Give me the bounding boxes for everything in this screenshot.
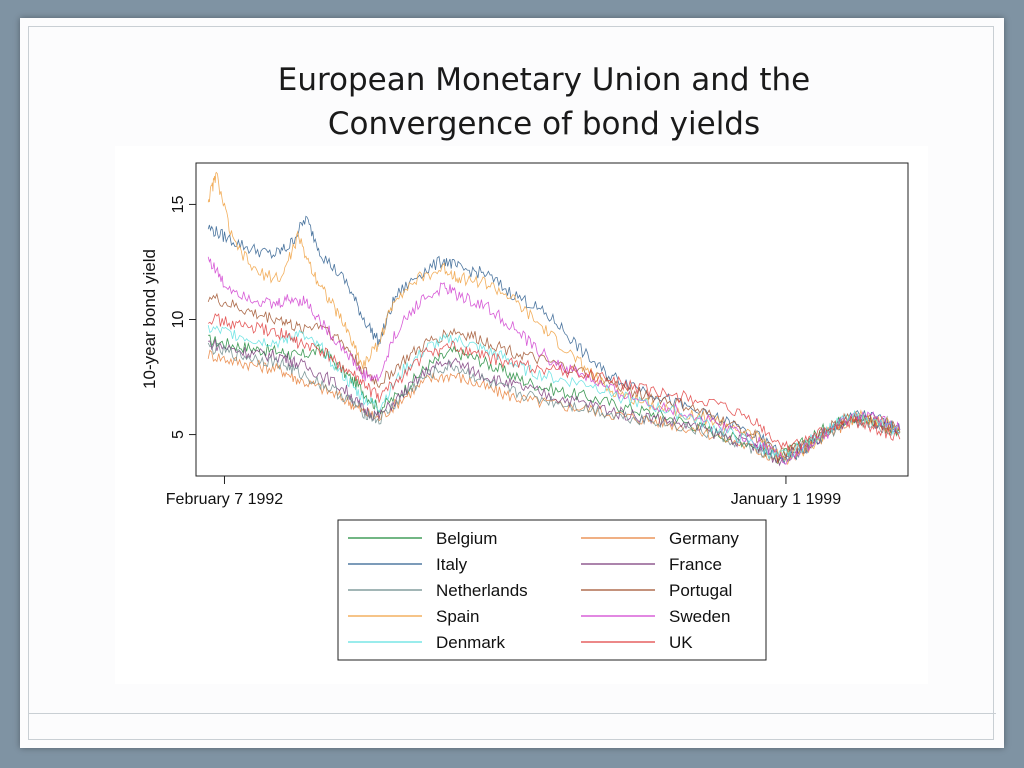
legend-label-portugal: Portugal xyxy=(669,581,732,600)
legend-label-france: France xyxy=(669,555,722,574)
x-tick-label: February 7 1992 xyxy=(166,491,284,508)
y-tick-label: 5 xyxy=(170,430,187,439)
plot-frame xyxy=(195,162,909,477)
legend-label-netherlands: Netherlands xyxy=(436,581,528,600)
slide-title-line-2: Convergence of bond yields xyxy=(327,106,761,142)
chart-figure: 5 10 15 February 7 1992 January 1 1999 10-ye… xyxy=(115,146,928,684)
slide-title: European Monetary Union and the Converge… xyxy=(220,58,868,146)
slide-border xyxy=(28,26,994,740)
legend-label-italy: Italy xyxy=(436,555,468,574)
legend: Belgium Germany Italy France Netherlands Port… xyxy=(337,519,767,661)
legend-label-belgium: Belgium xyxy=(436,529,497,548)
slide-title-line-1: European Monetary Union and the xyxy=(277,62,811,98)
series-layer xyxy=(207,171,901,467)
slide: European Monetary Union and the Converge… xyxy=(20,18,1004,748)
bond-yield-chart: 5 10 15 February 7 1992 January 1 1999 10-ye… xyxy=(140,162,909,661)
series-line-uk xyxy=(207,313,901,451)
y-axis-label: 10-year bond yield xyxy=(140,249,159,389)
legend-label-uk: UK xyxy=(669,633,693,652)
x-tick-label: January 1 1999 xyxy=(731,491,841,508)
legend-label-spain: Spain xyxy=(436,607,479,626)
legend-label-denmark: Denmark xyxy=(436,633,505,652)
series-line-spain xyxy=(207,171,901,466)
legend-label-sweden: Sweden xyxy=(669,607,730,626)
series-line-italy xyxy=(207,215,901,465)
axes-layer: 5 10 15 February 7 1992 January 1 1999 xyxy=(166,195,841,508)
footer-divider xyxy=(28,713,996,714)
legend-label-germany: Germany xyxy=(669,529,739,548)
series-line-sweden xyxy=(207,256,901,466)
series-line-denmark xyxy=(207,325,901,460)
y-tick-label: 15 xyxy=(170,195,187,213)
series-line-belgium xyxy=(208,334,901,464)
y-tick-label: 10 xyxy=(170,311,187,329)
